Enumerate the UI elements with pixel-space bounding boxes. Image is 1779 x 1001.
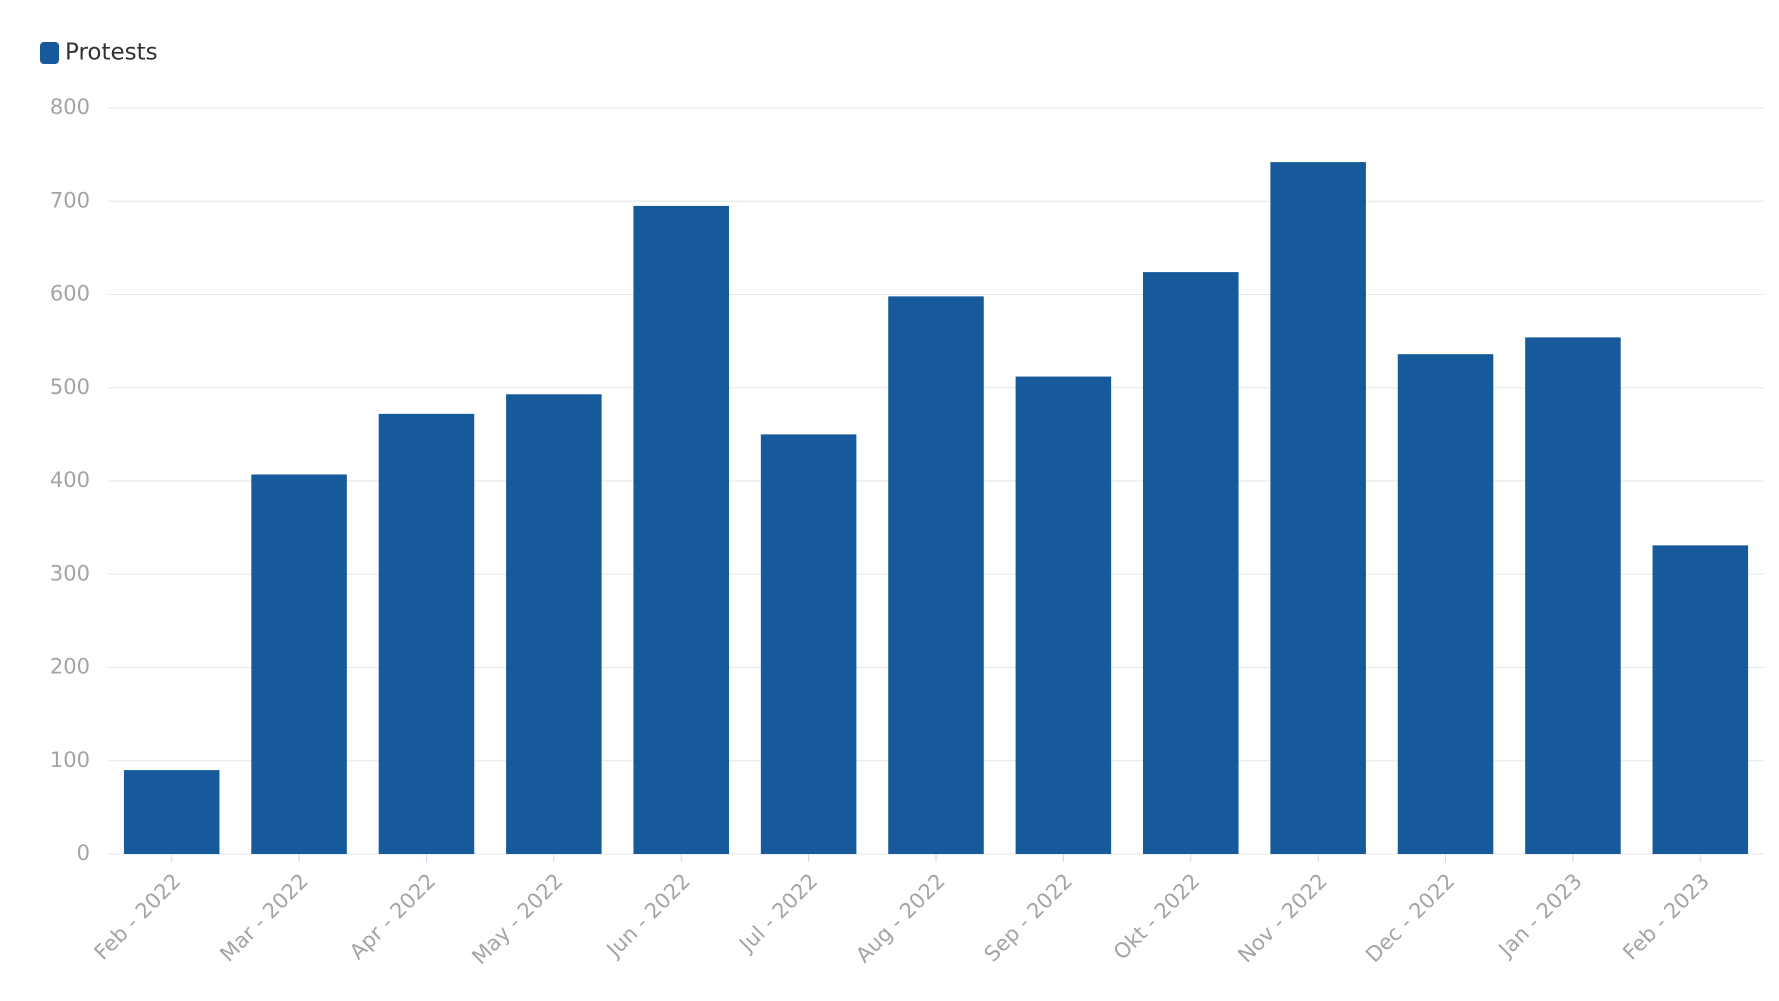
bar: [760, 434, 857, 854]
bar: [123, 770, 220, 854]
bar: [378, 413, 475, 854]
bar: [633, 205, 729, 855]
bar: [1652, 545, 1749, 854]
x-tick-label: Aug - 2022: [851, 869, 950, 968]
x-tick-label: Nov - 2022: [1233, 869, 1332, 968]
y-tick-label: 100: [50, 748, 90, 772]
bar: [506, 394, 602, 854]
y-tick-label: 700: [50, 188, 90, 212]
bar: [888, 296, 984, 854]
y-tick-label: 400: [50, 468, 90, 492]
legend-swatch: [40, 42, 59, 64]
bar: [1397, 354, 1494, 854]
y-tick-label: 300: [50, 561, 90, 585]
y-tick-label: 500: [50, 375, 90, 399]
y-tick-label: 600: [50, 282, 90, 306]
y-tick-label: 0: [77, 841, 90, 865]
bar: [1525, 337, 1621, 854]
y-tick-label: 800: [50, 95, 90, 119]
legend-label: Protests: [65, 40, 158, 66]
x-tick-label: Dec - 2022: [1361, 869, 1459, 967]
y-tick-label: 200: [50, 655, 90, 679]
x-tick-label: May - 2022: [467, 869, 567, 969]
x-tick-label: Jul - 2022: [733, 869, 822, 958]
x-tick-label: Jun - 2022: [601, 869, 695, 963]
x-tick-label: Okt - 2022: [1109, 869, 1205, 965]
x-tick-label: Sep - 2022: [980, 869, 1078, 967]
x-tick-label: Jan - 2023: [1493, 869, 1587, 963]
x-tick-label: Mar - 2022: [215, 869, 313, 967]
bar: [1143, 272, 1239, 854]
x-tick-label: Apr - 2022: [345, 869, 440, 964]
bar: [1270, 162, 1366, 854]
bar: [1015, 376, 1112, 854]
x-tick-label: Feb - 2023: [1618, 869, 1714, 965]
bar: [251, 474, 347, 854]
x-tick-label: Feb - 2022: [90, 869, 186, 965]
